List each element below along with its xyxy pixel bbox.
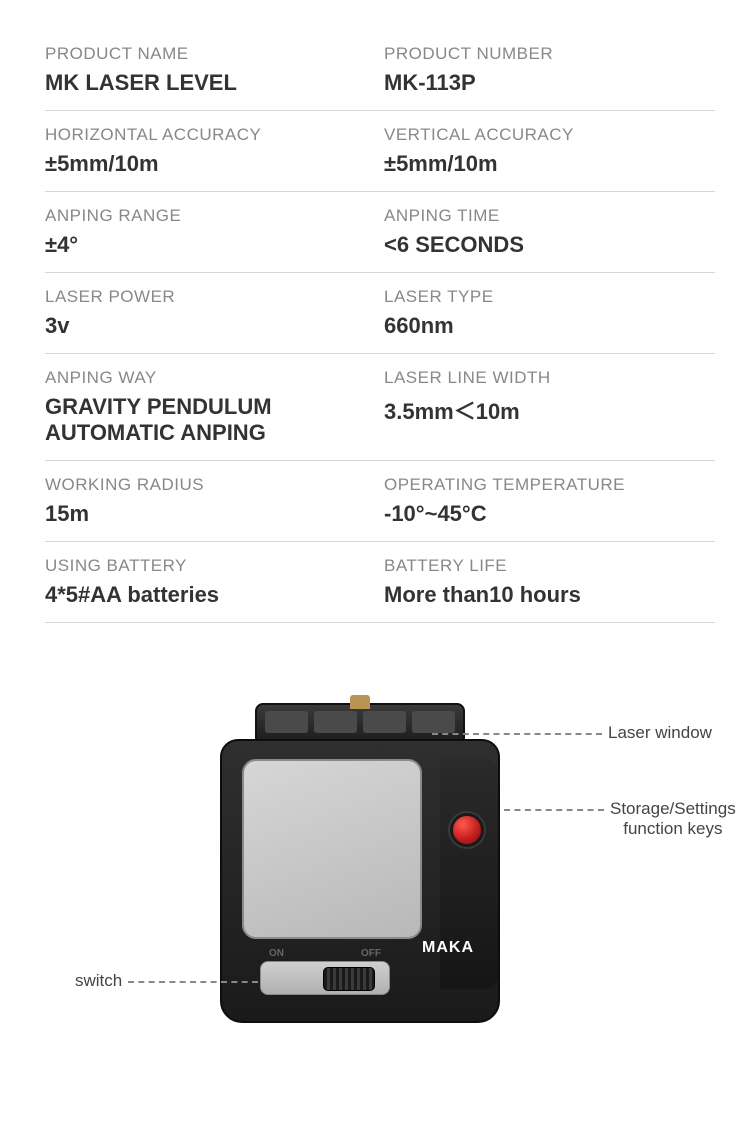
spec-label: PRODUCT NUMBER (384, 44, 715, 64)
specs-table: PRODUCT NAME MK LASER LEVEL PRODUCT NUMB… (0, 0, 750, 623)
spec-value: 660nm (384, 313, 715, 339)
spec-value: More than10 hours (384, 582, 715, 608)
spec-cell-left: HORIZONTAL ACCURACY ±5mm/10m (45, 125, 376, 177)
device-body: MAKA ON OFF (220, 739, 500, 1023)
spec-label: LASER POWER (45, 287, 376, 307)
device-top (255, 703, 465, 741)
spec-row: WORKING RADIUS 15m OPERATING TEMPERATURE… (45, 461, 715, 542)
spec-cell-right: BATTERY LIFE More than10 hours (376, 556, 715, 608)
annotation-laser-window: Laser window (608, 723, 712, 743)
device-illustration: MAKA ON OFF (210, 703, 510, 1023)
spec-cell-right: PRODUCT NUMBER MK-113P (376, 44, 715, 96)
power-button-icon (450, 813, 484, 847)
spec-label: USING BATTERY (45, 556, 376, 576)
spec-value: ±4° (45, 232, 376, 258)
spec-cell-left: WORKING RADIUS 15m (45, 475, 376, 527)
spec-label: OPERATING TEMPERATURE (384, 475, 715, 495)
spec-label: BATTERY LIFE (384, 556, 715, 576)
spec-label: WORKING RADIUS (45, 475, 376, 495)
annotation-text-line2: function keys (610, 819, 736, 839)
spec-row: PRODUCT NAME MK LASER LEVEL PRODUCT NUMB… (45, 30, 715, 111)
switch-on-label: ON (269, 948, 284, 959)
switch-slider-icon (323, 967, 375, 991)
spec-cell-right: OPERATING TEMPERATURE -10°~45°C (376, 475, 715, 527)
annotation-text: switch (75, 971, 122, 990)
switch-area: ON OFF (260, 961, 390, 995)
spec-value: 15m (45, 501, 376, 527)
spec-label: HORIZONTAL ACCURACY (45, 125, 376, 145)
spec-cell-right: LASER LINE WIDTH 3.5mm＜10m (376, 368, 715, 446)
spec-value: 3v (45, 313, 376, 339)
spec-cell-right: ANPING TIME <6 SECONDS (376, 206, 715, 258)
device-front-panel (242, 759, 422, 939)
spec-row: ANPING RANGE ±4° ANPING TIME <6 SECONDS (45, 192, 715, 273)
spec-cell-left: LASER POWER 3v (45, 287, 376, 339)
spec-label: ANPING WAY (45, 368, 376, 388)
spec-label: VERTICAL ACCURACY (384, 125, 715, 145)
annotation-text: Laser window (608, 723, 712, 742)
spec-row: HORIZONTAL ACCURACY ±5mm/10m VERTICAL AC… (45, 111, 715, 192)
spec-value: -10°~45°C (384, 501, 715, 527)
spec-value: MK LASER LEVEL (45, 70, 376, 96)
spec-cell-left: PRODUCT NAME MK LASER LEVEL (45, 44, 376, 96)
spec-value: 3.5mm＜10m (384, 394, 715, 426)
laser-windows (265, 711, 455, 733)
spec-label: ANPING TIME (384, 206, 715, 226)
annotation-text-line1: Storage/Settings (610, 799, 736, 819)
spec-label: ANPING RANGE (45, 206, 376, 226)
spec-value: GRAVITY PENDULUM AUTOMATIC ANPING (45, 394, 376, 446)
spec-label: LASER TYPE (384, 287, 715, 307)
spec-cell-left: ANPING WAY GRAVITY PENDULUM AUTOMATIC AN… (45, 368, 376, 446)
spec-row: USING BATTERY 4*5#AA batteries BATTERY L… (45, 542, 715, 623)
annotation-switch: switch (75, 971, 122, 991)
spec-cell-left: ANPING RANGE ±4° (45, 206, 376, 258)
spec-label: PRODUCT NAME (45, 44, 376, 64)
spec-value: ±5mm/10m (384, 151, 715, 177)
spec-value: MK-113P (384, 70, 715, 96)
switch-off-label: OFF (361, 948, 381, 959)
brand-label: MAKA (422, 939, 474, 957)
spec-value: <6 SECONDS (384, 232, 715, 258)
spec-cell-right: LASER TYPE 660nm (376, 287, 715, 339)
spec-label: LASER LINE WIDTH (384, 368, 715, 388)
spec-value: ±5mm/10m (45, 151, 376, 177)
spec-cell-right: VERTICAL ACCURACY ±5mm/10m (376, 125, 715, 177)
annotation-storage-settings: Storage/Settings function keys (610, 799, 736, 840)
spec-value: 4*5#AA batteries (45, 582, 376, 608)
spec-cell-left: USING BATTERY 4*5#AA batteries (45, 556, 376, 608)
spec-row: ANPING WAY GRAVITY PENDULUM AUTOMATIC AN… (45, 354, 715, 461)
product-diagram: MAKA ON OFF Laser window Storage/Setting… (0, 663, 750, 1093)
spec-row: LASER POWER 3v LASER TYPE 660nm (45, 273, 715, 354)
